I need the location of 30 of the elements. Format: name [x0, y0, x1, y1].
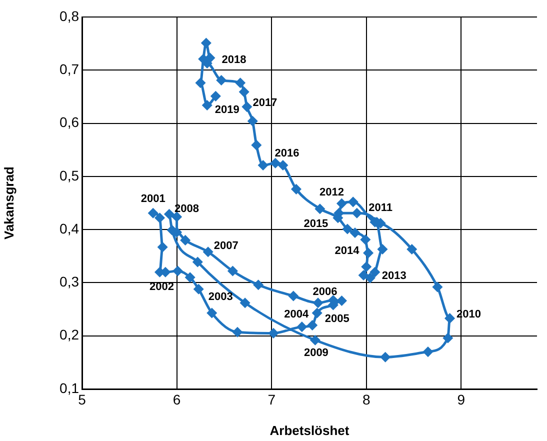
annotation: 2016 [274, 147, 300, 160]
y-tick-label: 0,7 [60, 61, 80, 77]
annotation: 2006 [312, 286, 338, 298]
annotation: 2012 [319, 186, 344, 199]
x-tick-label: 6 [172, 391, 181, 408]
y-tick-label: 0,3 [60, 274, 80, 290]
y-tick-label: 0,1 [60, 380, 80, 396]
annotation: 2007 [214, 240, 238, 252]
x-tick-label: 8 [362, 391, 370, 408]
annotation: 2014 [334, 244, 360, 257]
annotation: 2015 [304, 218, 328, 230]
annotation: 2013 [382, 270, 406, 282]
annotation: 2009 [304, 347, 328, 360]
y-tick-label: 0,8 [60, 8, 80, 24]
y-tick-label: 0,5 [60, 167, 80, 184]
x-tick-label: 7 [268, 391, 276, 408]
annotation: 2019 [214, 104, 240, 116]
annotation: 2005 [324, 313, 350, 326]
annotation: 2001 [140, 193, 166, 206]
x-tick-label: 9 [457, 391, 466, 408]
y-tick-label: 0,2 [60, 326, 80, 343]
x-axis-title: Arbetslöshet [270, 422, 350, 438]
annotation: 2018 [222, 54, 246, 66]
annotation: 2003 [208, 291, 233, 304]
annotation: 2004 [284, 308, 310, 320]
y-axis-title: Vakansgrad [1, 166, 16, 240]
y-tick-label: 0,4 [60, 220, 80, 236]
x-tick-label: 5 [78, 391, 86, 408]
y-tick-label: 0,6 [60, 114, 80, 130]
annotation: 2011 [368, 202, 393, 214]
